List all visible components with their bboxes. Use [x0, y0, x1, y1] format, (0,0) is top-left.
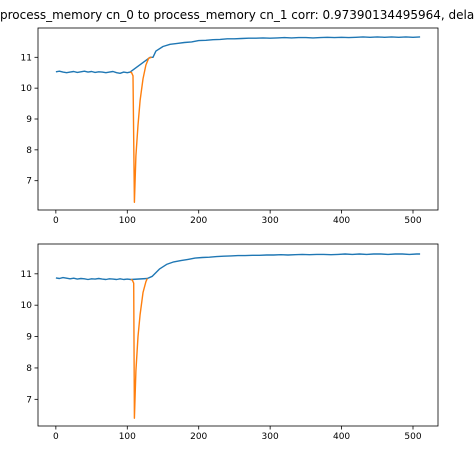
axes-frame [37, 27, 439, 211]
y-tick-label: 10 [21, 84, 33, 94]
x-tick-label: 100 [119, 432, 136, 442]
x-tick-label: 300 [262, 432, 279, 442]
chart-title: process_memory cn_0 to process_memory cn… [0, 8, 474, 22]
series-line-2 [130, 278, 148, 419]
subplot-2: 0 100 200 300 400 500 7 8 9 10 11 [21, 243, 439, 442]
x-tick-label: 400 [333, 432, 350, 442]
x-tick-label: 100 [119, 216, 136, 226]
x-tick-label: 0 [53, 432, 59, 442]
series-line-2 [129, 56, 152, 204]
x-tick-label: 500 [404, 432, 421, 442]
y-tick-label: 10 [21, 301, 33, 311]
x-tick-label: 500 [404, 216, 421, 226]
subplot-1: 0 100 200 300 400 500 7 8 9 10 11 [21, 27, 439, 226]
x-tick-label: 200 [190, 432, 207, 442]
y-tick-label: 9 [26, 115, 32, 125]
y-tick-label: 7 [26, 395, 32, 405]
x-tick-label: 300 [262, 216, 279, 226]
x-tick-label: 0 [53, 216, 59, 226]
series-line-1 [55, 36, 421, 75]
axes-frame [37, 243, 439, 427]
series-line-1 [55, 253, 421, 281]
x-tick-label: 200 [190, 216, 207, 226]
y-tick-label: 9 [26, 333, 32, 343]
y-tick-label: 7 [26, 177, 32, 187]
x-tick-label: 400 [333, 216, 350, 226]
y-tick-label: 11 [21, 270, 32, 280]
y-tick-label: 11 [21, 53, 32, 63]
y-tick-label: 8 [26, 146, 32, 156]
y-tick-label: 8 [26, 364, 32, 374]
